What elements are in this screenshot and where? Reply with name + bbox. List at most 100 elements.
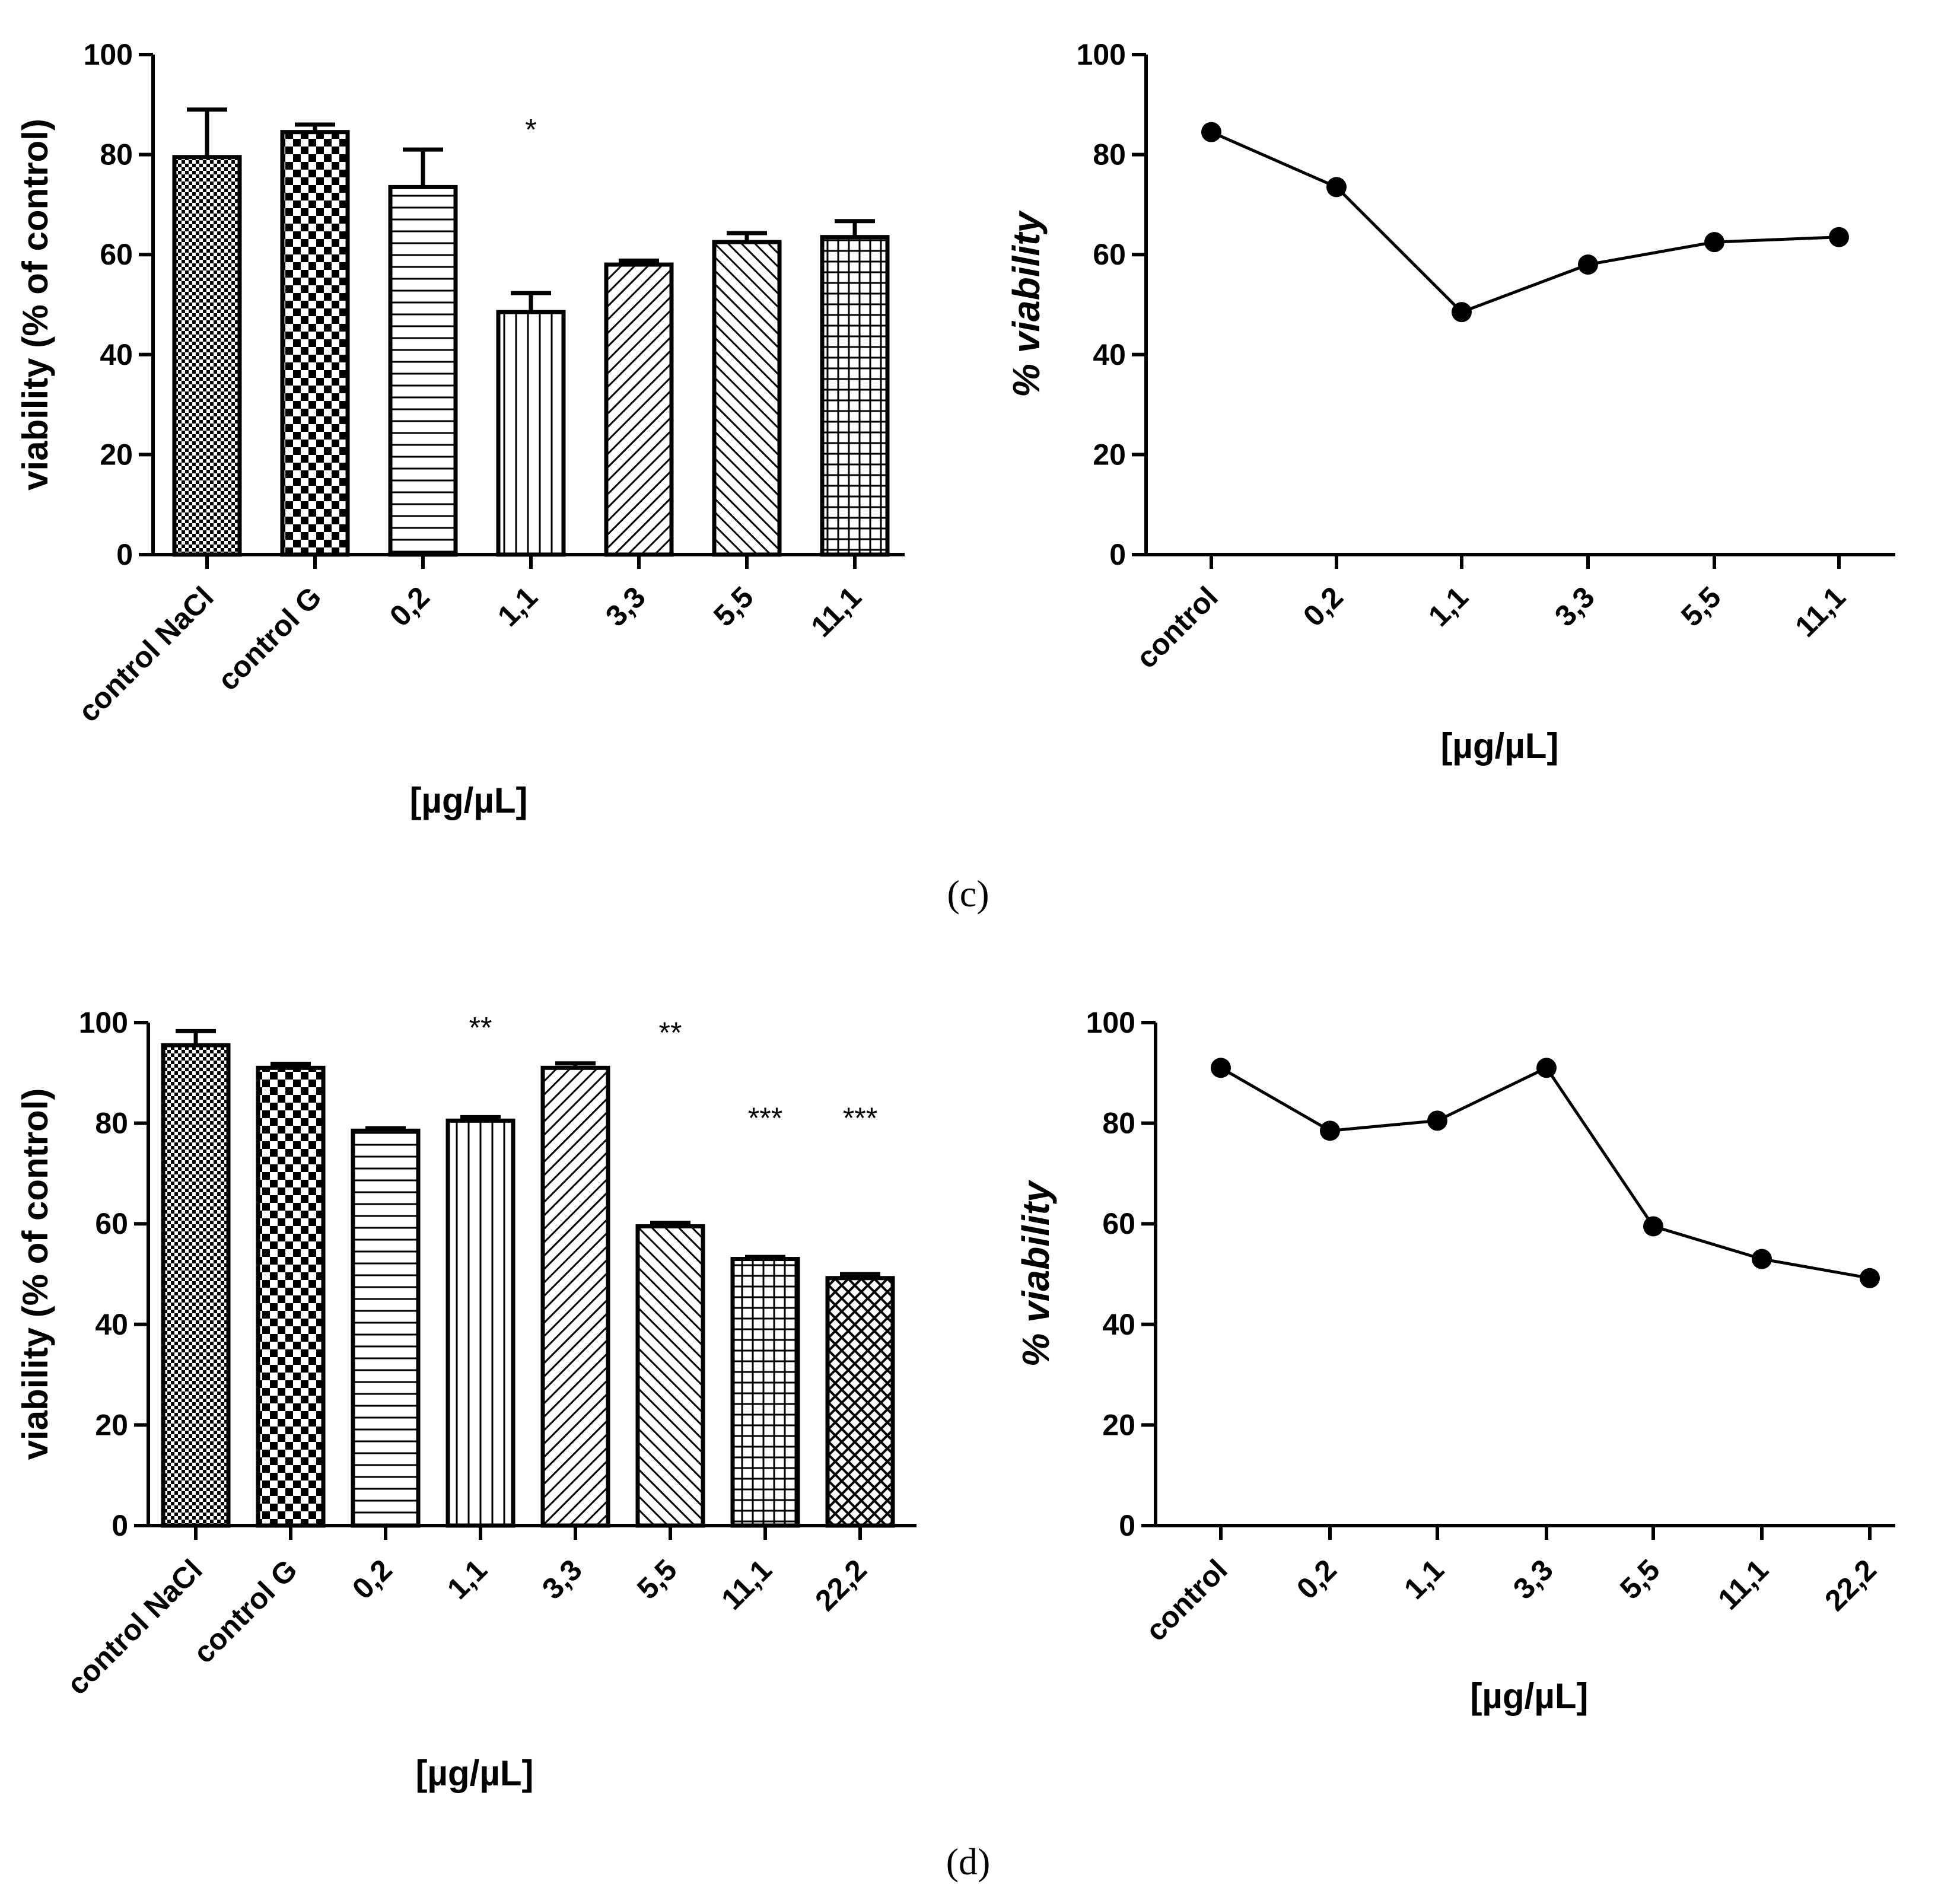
bar [712, 240, 782, 557]
bar [635, 1224, 705, 1528]
x-tick-label: 0,2 [383, 580, 436, 633]
chart-d-viability-line: 0 20 40 60 80 100 % viability control 0,2 1,1 3,3 5… [1014, 1006, 1895, 1716]
x-tick-label: 22,2 [809, 1553, 873, 1617]
y-tick-label: 0 [112, 1509, 128, 1542]
y-tick-label: 80 [100, 138, 133, 171]
y-tick-label: 0 [1119, 1509, 1135, 1542]
x-tick-label: 3,3 [1548, 580, 1601, 633]
x-tick-label: 3,3 [599, 580, 652, 633]
y-tick-label: 0 [116, 538, 133, 571]
bar [445, 1118, 515, 1528]
x-tick-label: 11,1 [804, 580, 867, 643]
significance-label: * [525, 113, 536, 146]
y-tick-label: 60 [1093, 238, 1126, 271]
bar [388, 184, 458, 557]
panel-label-c: (c) [947, 873, 989, 915]
y-tick-label: 60 [95, 1207, 128, 1240]
y-tick-label: 20 [1102, 1408, 1135, 1441]
y-axis-title: viability (% of control) [15, 1088, 55, 1460]
bar [825, 1276, 895, 1528]
x-tick-label: 3,3 [536, 1553, 588, 1606]
data-point [1211, 1058, 1231, 1078]
panel-label-d: (d) [946, 1841, 991, 1883]
y-tick-label: 0 [1109, 538, 1126, 571]
x-tick-label: 5,5 [1614, 1553, 1666, 1606]
x-tick-label: 1,1 [491, 580, 544, 633]
x-tick-label: 0,2 [346, 1553, 399, 1606]
data-point [1536, 1058, 1557, 1078]
x-tick-label: control G [211, 580, 328, 697]
y-tick-label: 80 [95, 1107, 128, 1140]
x-axis-title: [µg/µL] [1470, 1676, 1588, 1716]
data-point [1829, 227, 1849, 247]
x-tick-label: 11,1 [1789, 580, 1851, 643]
data-point [1704, 232, 1724, 253]
x-tick-label: control G [187, 1553, 304, 1670]
data-point [1326, 177, 1347, 198]
bar [604, 262, 674, 557]
data-point [1427, 1110, 1447, 1131]
chart-c-viability-line: 0 20 40 60 80 100 % viability control 0,2 1,1 3,3 5… [1005, 38, 1895, 766]
y-tick-label: 100 [1077, 38, 1126, 71]
y-tick-label: 100 [1086, 1006, 1135, 1039]
x-tick-label: control [1139, 1553, 1233, 1647]
x-tick-label: control NaCl [72, 580, 220, 728]
bar [820, 235, 890, 557]
x-axis-title: [µg/µL] [1440, 726, 1558, 766]
x-tick-label: 1,1 [441, 1553, 494, 1606]
significance-label: *** [748, 1101, 782, 1135]
data-point [1201, 122, 1221, 142]
bar [496, 310, 566, 557]
data-point [1860, 1268, 1880, 1288]
data-point [1578, 254, 1598, 275]
series-line [1210, 130, 1840, 314]
bar [730, 1257, 800, 1528]
y-tick-label: 80 [1093, 138, 1126, 171]
y-tick-label: 60 [1102, 1207, 1135, 1240]
chart-d-viability-bars: 0 20 40 60 80 100 viability (% of control) cont… [15, 1006, 917, 1793]
y-tick-label: 40 [1102, 1308, 1135, 1341]
x-tick-label: 3,3 [1507, 1553, 1560, 1606]
x-tick-label: 11,1 [1711, 1553, 1774, 1616]
significance-label: ** [469, 1011, 492, 1044]
x-tick-label: control [1129, 580, 1224, 674]
y-tick-label: 40 [100, 338, 133, 371]
y-tick-label: 80 [1102, 1107, 1135, 1140]
x-tick-label: 0,2 [1290, 1553, 1343, 1606]
x-axis-title: [µg/µL] [409, 781, 527, 820]
x-tick-label: 5,5 [707, 580, 760, 633]
data-point [1643, 1216, 1663, 1237]
y-tick-label: 40 [1093, 338, 1126, 371]
y-tick-label: 100 [84, 38, 133, 71]
bar [172, 155, 242, 557]
x-tick-label: control NaCl [61, 1553, 209, 1701]
series-line [1220, 1066, 1870, 1280]
y-tick-label: 100 [79, 1006, 128, 1039]
x-tick-label: 0,2 [1297, 580, 1350, 633]
x-tick-label: 5,5 [1675, 580, 1727, 633]
data-point [1452, 302, 1472, 323]
x-tick-label: 1,1 [1398, 1553, 1450, 1606]
x-tick-label: 5,5 [631, 1553, 683, 1606]
bar [280, 130, 350, 557]
y-tick-label: 60 [100, 238, 133, 271]
y-axis-title: % viability [1005, 210, 1048, 397]
y-tick-label: 20 [1093, 438, 1126, 471]
x-tick-label: 1,1 [1422, 580, 1475, 633]
y-axis-title: viability (% of control) [15, 119, 55, 491]
data-point [1752, 1249, 1772, 1269]
chart-c-viability-bars: 0 20 40 60 80 100 viability (% of control) cont… [15, 38, 905, 820]
y-tick-label: 20 [100, 438, 133, 471]
significance-label: ** [659, 1016, 682, 1049]
x-tick-label: 22,2 [1818, 1553, 1882, 1617]
x-axis-title: [µg/µL] [415, 1753, 533, 1793]
x-tick-label: 11,1 [715, 1553, 778, 1616]
bar [161, 1043, 231, 1528]
y-tick-label: 20 [95, 1408, 128, 1441]
bar [256, 1065, 326, 1528]
significance-label: *** [843, 1101, 877, 1135]
bar [540, 1065, 610, 1528]
bar [351, 1128, 421, 1528]
data-point [1320, 1120, 1340, 1141]
